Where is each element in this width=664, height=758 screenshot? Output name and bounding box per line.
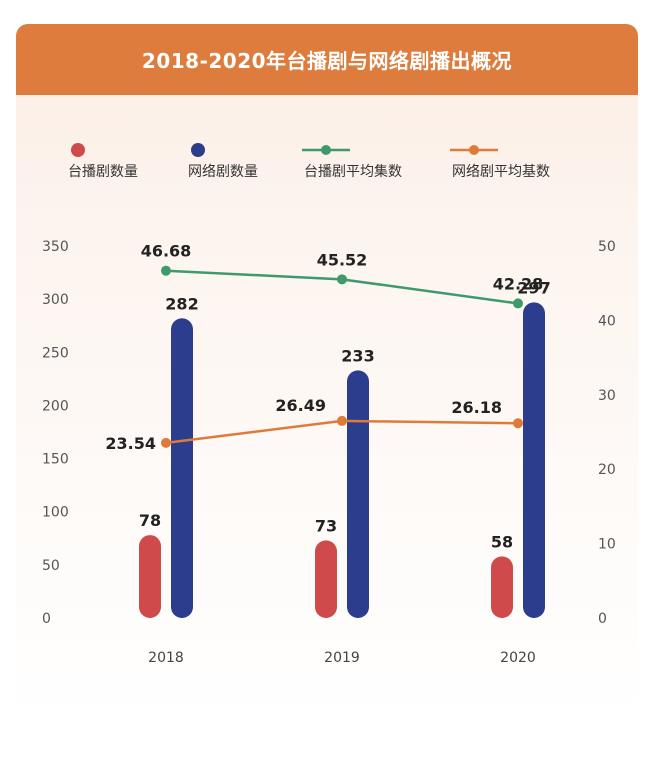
right-axis-tick-label: 20 <box>598 462 616 478</box>
chart-title: 2018-2020年台播剧与网络剧播出概况 <box>141 49 513 73</box>
line-point <box>513 418 523 429</box>
line-data-label: 26.18 <box>451 398 502 417</box>
x-axis-tick-label: 2019 <box>324 650 360 666</box>
left-axis-tick-label: 150 <box>42 452 69 468</box>
bar-data-label: 233 <box>341 346 374 365</box>
bar-data-label: 297 <box>517 278 550 297</box>
x-axis-tick-label: 2020 <box>500 650 536 666</box>
legend-marker <box>191 143 205 157</box>
title-banner: 2018-2020年台播剧与网络剧播出概况 <box>16 24 638 95</box>
right-axis-tick-label: 10 <box>598 537 616 553</box>
left-axis-tick-label: 0 <box>42 611 51 627</box>
left-axis-tick-label: 300 <box>42 292 69 308</box>
legend-marker <box>469 145 479 155</box>
left-axis-tick-label: 250 <box>42 345 69 361</box>
bar-data-label: 73 <box>315 516 337 535</box>
legend-label: 台播剧数量 <box>68 164 138 180</box>
bar-web <box>347 370 369 618</box>
right-axis-tick-label: 50 <box>598 239 616 255</box>
left-axis-tick-label: 350 <box>42 239 69 255</box>
line-data-label: 23.54 <box>105 434 156 453</box>
x-axis-tick-label: 2018 <box>148 650 184 666</box>
left-axis-tick-label: 50 <box>42 558 60 574</box>
right-axis-tick-label: 0 <box>598 611 607 627</box>
bar-web <box>171 318 193 618</box>
bar-data-label: 78 <box>139 511 161 530</box>
bar-tv <box>315 540 337 618</box>
bar-tv <box>491 556 513 618</box>
line-point <box>513 298 523 309</box>
legend-marker <box>71 143 85 157</box>
legend-label: 网络剧平均基数 <box>452 163 550 180</box>
legend-label: 台播剧平均集数 <box>304 163 402 180</box>
bar-data-label: 58 <box>491 532 513 551</box>
right-axis-tick-label: 40 <box>598 313 616 329</box>
line-point <box>337 415 347 426</box>
line-data-label: 46.68 <box>141 242 192 261</box>
bar-data-label: 282 <box>165 294 198 313</box>
legend-label: 网络剧数量 <box>188 164 258 180</box>
line-data-label: 26.49 <box>275 396 326 415</box>
line-data-label: 45.52 <box>317 250 368 269</box>
left-axis-tick-label: 200 <box>42 398 69 414</box>
line-data-label: 42.28 <box>493 274 544 293</box>
line-point <box>161 265 171 276</box>
right-axis-tick-label: 30 <box>598 388 616 404</box>
bar-tv <box>139 535 161 618</box>
line-point <box>337 274 347 285</box>
left-axis-tick-label: 100 <box>42 505 69 521</box>
line-point <box>161 437 171 448</box>
bar-web <box>523 302 545 618</box>
legend-marker <box>321 145 331 155</box>
